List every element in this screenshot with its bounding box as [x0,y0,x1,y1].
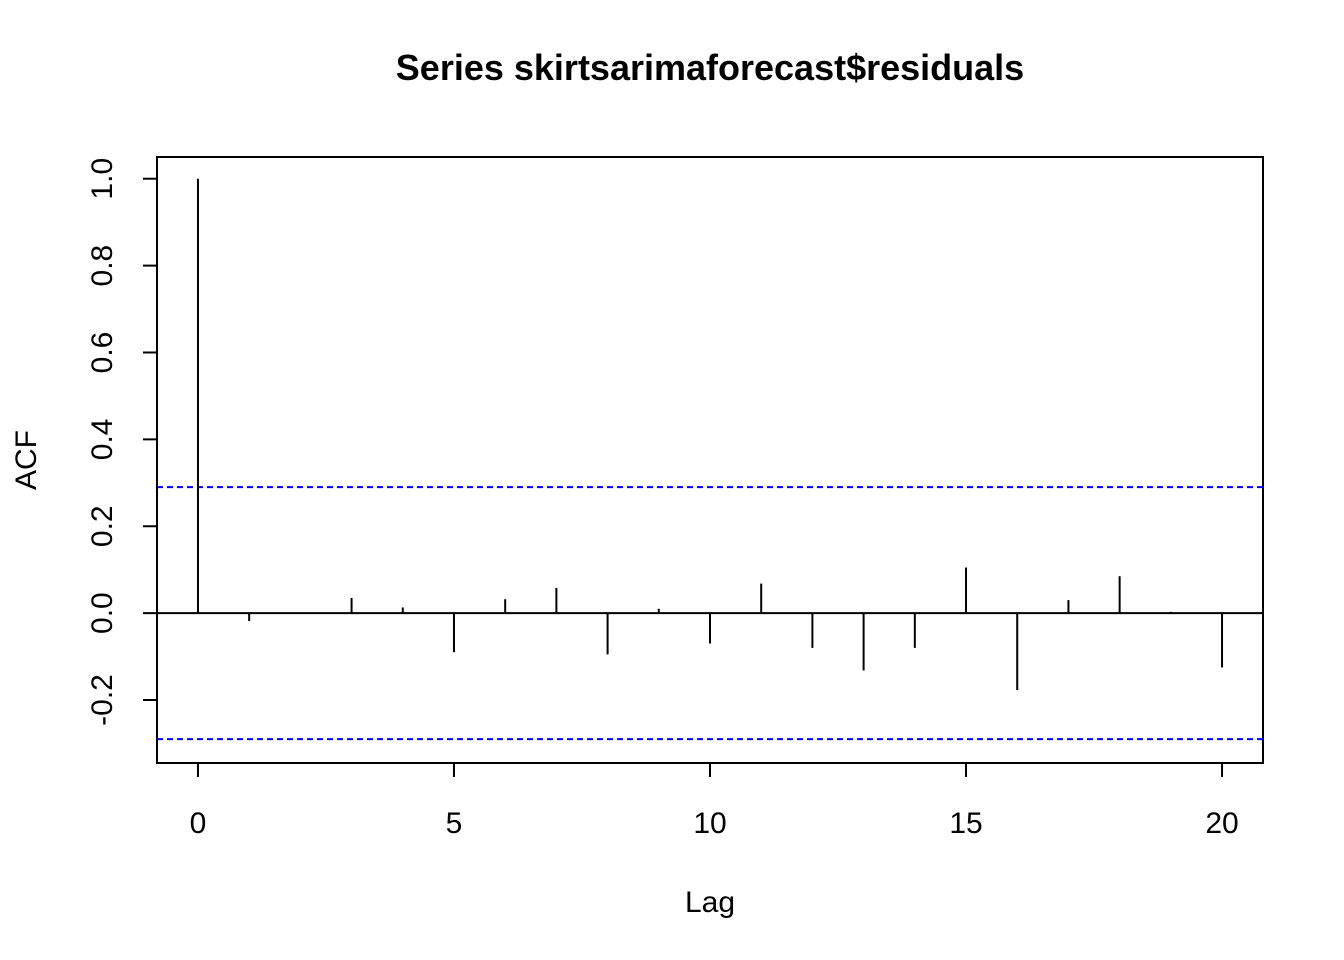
y-tick-label: -0.2 [86,674,119,726]
x-tick-label: 0 [190,807,207,840]
plot-frame [156,156,1264,764]
x-tick-label: 10 [693,807,726,840]
y-tick-label: 0.6 [86,332,119,374]
x-axis-label: Lag [685,886,735,919]
y-tick-label: 0.0 [86,592,119,634]
x-tick-label: 15 [949,807,982,840]
x-tick-label: 20 [1205,807,1238,840]
y-tick-label: 0.4 [86,419,119,461]
y-tick-label: 0.8 [86,245,119,287]
plot-layer: 0 5 10 15 20 -0.2 0.0 0.2 0.4 0.6 0.8 1.0 [86,156,1264,840]
y-tick-label: 0.2 [86,505,119,547]
y-axis-label: ACF [10,430,43,490]
chart-title: Series skirtsarimaforecast$residuals [396,47,1024,88]
y-tick-label: 1.0 [86,158,119,200]
x-tick-label: 5 [446,807,463,840]
